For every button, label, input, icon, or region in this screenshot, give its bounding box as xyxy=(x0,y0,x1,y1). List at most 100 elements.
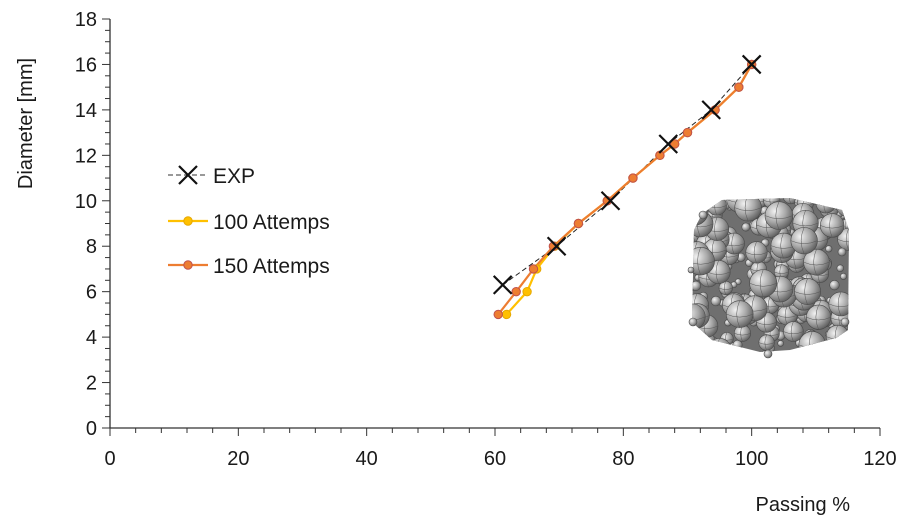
data-point xyxy=(528,264,539,274)
sphere-seam xyxy=(726,313,754,318)
sphere-seam xyxy=(837,339,840,352)
sphere xyxy=(818,341,842,352)
y-tick-label: 8 xyxy=(86,236,97,258)
x-tick-label: 60 xyxy=(484,448,506,470)
sphere-seam xyxy=(736,300,740,328)
sphere-seam xyxy=(803,261,830,266)
sphere-seam xyxy=(715,260,719,284)
data-point xyxy=(741,54,762,75)
sphere xyxy=(821,342,845,352)
sphere xyxy=(852,227,858,233)
sphere-seam xyxy=(827,341,831,352)
sphere-seam xyxy=(818,198,822,205)
sphere-seam xyxy=(703,198,706,209)
sphere-seam xyxy=(697,247,701,276)
legend-label: EXP xyxy=(213,165,255,188)
sphere-seam xyxy=(753,241,757,264)
sphere-seam xyxy=(806,317,831,321)
x-axis-title: Passing % xyxy=(756,494,851,516)
sphere-seam xyxy=(759,269,764,297)
x-tick-label: 0 xyxy=(104,448,115,470)
sphere-packing-image xyxy=(685,198,858,359)
sphere-seam xyxy=(788,198,792,204)
sphere xyxy=(825,324,849,349)
sphere xyxy=(829,198,847,210)
sphere-cluster-body xyxy=(685,198,858,358)
sphere-seam xyxy=(695,341,716,345)
sphere xyxy=(741,222,751,232)
sphere-seam xyxy=(819,353,842,356)
sphere xyxy=(698,198,706,200)
sphere xyxy=(807,198,823,205)
sphere-seam xyxy=(827,341,842,344)
sphere xyxy=(692,209,694,220)
sphere-seam xyxy=(804,278,808,305)
y-tick-label: 16 xyxy=(75,54,97,76)
x-tick-label: 40 xyxy=(356,448,378,470)
sphere-seam xyxy=(829,342,833,352)
sphere-seam xyxy=(845,228,849,251)
y-tick-label: 4 xyxy=(86,327,97,349)
sphere-seam xyxy=(718,287,733,290)
sphere xyxy=(707,337,732,352)
legend-item: 100 Attemps xyxy=(168,211,330,234)
data-point xyxy=(511,286,521,297)
sphere-seam xyxy=(830,200,846,203)
sphere xyxy=(687,266,695,274)
sphere-seam xyxy=(763,333,780,336)
sphere-seam xyxy=(763,200,781,203)
sphere-seam xyxy=(837,291,842,317)
sphere xyxy=(840,351,848,352)
y-tick-label: 6 xyxy=(86,282,97,304)
legend: EXP 100 Attemps 150 Attemps xyxy=(168,165,330,278)
x-tick-label: 100 xyxy=(735,448,768,470)
legend-marker xyxy=(183,216,193,226)
sphere xyxy=(850,268,856,274)
sphere xyxy=(819,213,845,238)
sphere-seam xyxy=(707,349,732,352)
sphere-seam xyxy=(821,354,844,357)
sphere xyxy=(749,269,778,298)
y-tick-label: 14 xyxy=(75,100,97,122)
sphere xyxy=(845,339,849,347)
sphere xyxy=(831,339,847,352)
sphere xyxy=(835,198,849,218)
sphere xyxy=(852,225,858,231)
sphere-seam xyxy=(731,232,735,255)
sphere xyxy=(835,198,849,206)
sphere-seam xyxy=(692,198,695,226)
sphere-seam xyxy=(714,198,717,216)
data-point xyxy=(734,82,744,92)
y-tick-label: 12 xyxy=(75,145,97,167)
sphere-seam xyxy=(812,198,830,199)
sphere-seam xyxy=(813,198,816,205)
sphere-seam xyxy=(851,322,853,338)
sphere-seam xyxy=(777,314,798,318)
sphere-seam xyxy=(790,321,794,342)
sphere xyxy=(822,346,834,352)
sphere xyxy=(758,334,775,351)
sphere xyxy=(806,304,832,330)
sphere-seam xyxy=(776,276,781,303)
sphere xyxy=(692,335,695,347)
sphere-seam xyxy=(703,332,706,352)
sphere-seam xyxy=(845,198,849,217)
sphere xyxy=(725,300,754,328)
sphere-seam xyxy=(724,281,727,295)
sphere xyxy=(850,350,858,358)
sphere xyxy=(734,198,762,222)
sphere-seam xyxy=(829,213,833,238)
sphere-seam xyxy=(685,204,688,228)
sphere-seam xyxy=(820,225,845,229)
sphere-seam xyxy=(758,342,775,345)
sphere-seam xyxy=(828,303,849,307)
axes: 0 20 40 60 80 100 120 0 2 4 6 8 10 12 14 16 18 Passing % D… xyxy=(15,9,897,516)
legend-label: 100 Attemps xyxy=(213,211,330,234)
sphere xyxy=(692,198,693,201)
sphere-seam xyxy=(775,201,780,230)
sphere-seam xyxy=(780,232,784,259)
sphere-seam xyxy=(794,291,821,295)
data-point xyxy=(573,218,584,229)
series-markers-exp xyxy=(492,54,762,295)
